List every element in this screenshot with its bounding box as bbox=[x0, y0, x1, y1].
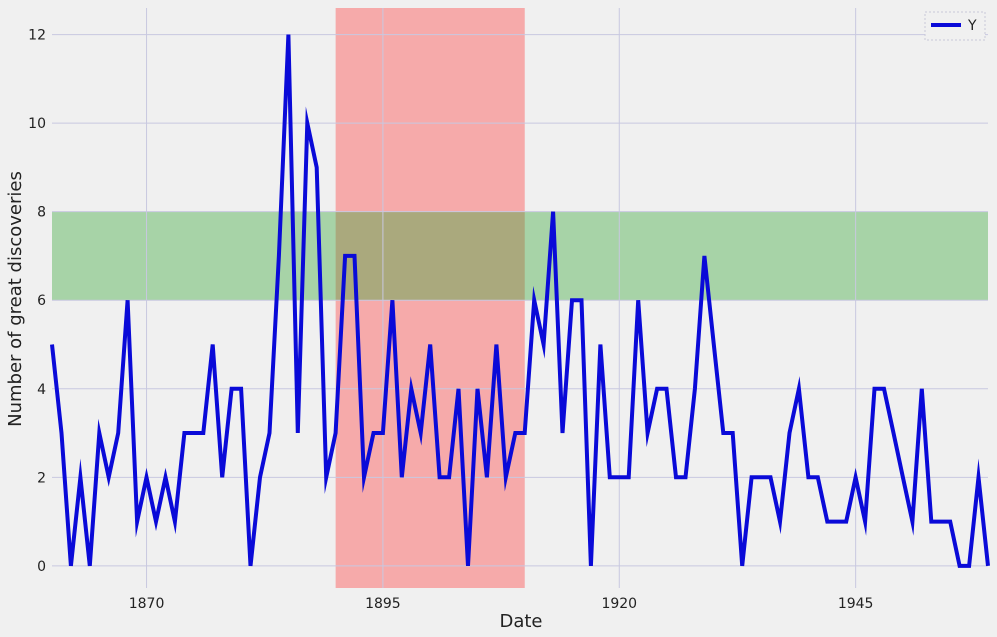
y-tick-label-8: 8 bbox=[37, 205, 46, 221]
x-tick-label-1945: 1945 bbox=[838, 596, 874, 612]
y-tick-label-4: 4 bbox=[37, 382, 46, 398]
highlight-span-x-0 bbox=[335, 8, 525, 588]
y-tick-label-0: 0 bbox=[37, 559, 46, 575]
series-lines bbox=[50, 34, 990, 568]
highlight-spans bbox=[52, 8, 988, 588]
y-tick-label-6: 6 bbox=[37, 293, 46, 309]
highlight-span-y-1 bbox=[52, 211, 988, 301]
y-tick-label-12: 12 bbox=[28, 28, 46, 44]
x-axis-label: Date bbox=[499, 611, 542, 632]
x-tick-label-1870: 1870 bbox=[129, 596, 165, 612]
x-tick-labels: 1870 1895 1920 1945 bbox=[129, 596, 874, 612]
grid-lines bbox=[52, 8, 988, 588]
legend: Y bbox=[924, 11, 986, 41]
legend-label-y: Y bbox=[967, 18, 977, 34]
y-axis-label: Number of great discoveries bbox=[5, 171, 26, 427]
x-tick-label-1895: 1895 bbox=[365, 596, 401, 612]
y-tick-labels: 0 2 4 6 8 10 12 bbox=[28, 28, 46, 575]
y-tick-label-2: 2 bbox=[37, 470, 46, 486]
y-tick-label-10: 10 bbox=[28, 116, 46, 132]
series-line-y bbox=[50, 34, 990, 568]
x-tick-label-1920: 1920 bbox=[601, 596, 637, 612]
